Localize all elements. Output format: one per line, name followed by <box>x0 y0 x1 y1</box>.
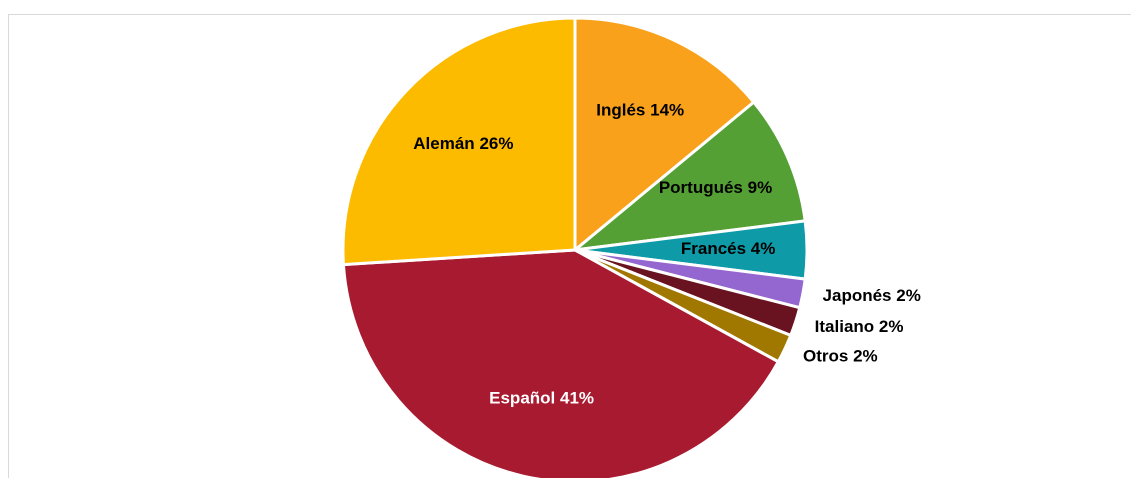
value-label: 9% <box>748 179 773 198</box>
pie-slice <box>341 16 577 267</box>
value-label: 26% <box>479 135 513 154</box>
value-label: 2% <box>853 347 878 366</box>
category-label: Portugués <box>659 179 743 198</box>
value-label: 4% <box>751 239 776 258</box>
value-label: 2% <box>896 287 921 306</box>
category-label: Español <box>489 389 555 408</box>
category-label: Otros <box>803 347 848 366</box>
data-label: Portugués 9% <box>659 179 772 198</box>
data-label: Francés 4% <box>681 239 776 258</box>
value-label: 41% <box>560 389 594 408</box>
pie-slice <box>573 16 756 254</box>
category-label: Japonés <box>823 287 892 306</box>
category-label: Inglés <box>596 101 645 120</box>
data-label: Otros 2% <box>803 347 878 366</box>
chart-frame <box>8 14 1131 478</box>
data-label: Inglés 14% <box>596 101 684 120</box>
data-label: Japonés 2% <box>823 287 921 306</box>
data-label: Español 41% <box>489 389 594 408</box>
pie-slice <box>570 100 807 253</box>
category-label: Alemán <box>413 135 474 154</box>
category-label: Italiano <box>815 317 875 336</box>
data-label: Alemán 26% <box>413 135 513 154</box>
pie-slice <box>341 248 781 478</box>
value-label: 14% <box>650 101 684 120</box>
data-label: Italiano 2% <box>815 317 904 336</box>
value-label: 2% <box>879 317 904 336</box>
category-label: Francés <box>681 239 746 258</box>
